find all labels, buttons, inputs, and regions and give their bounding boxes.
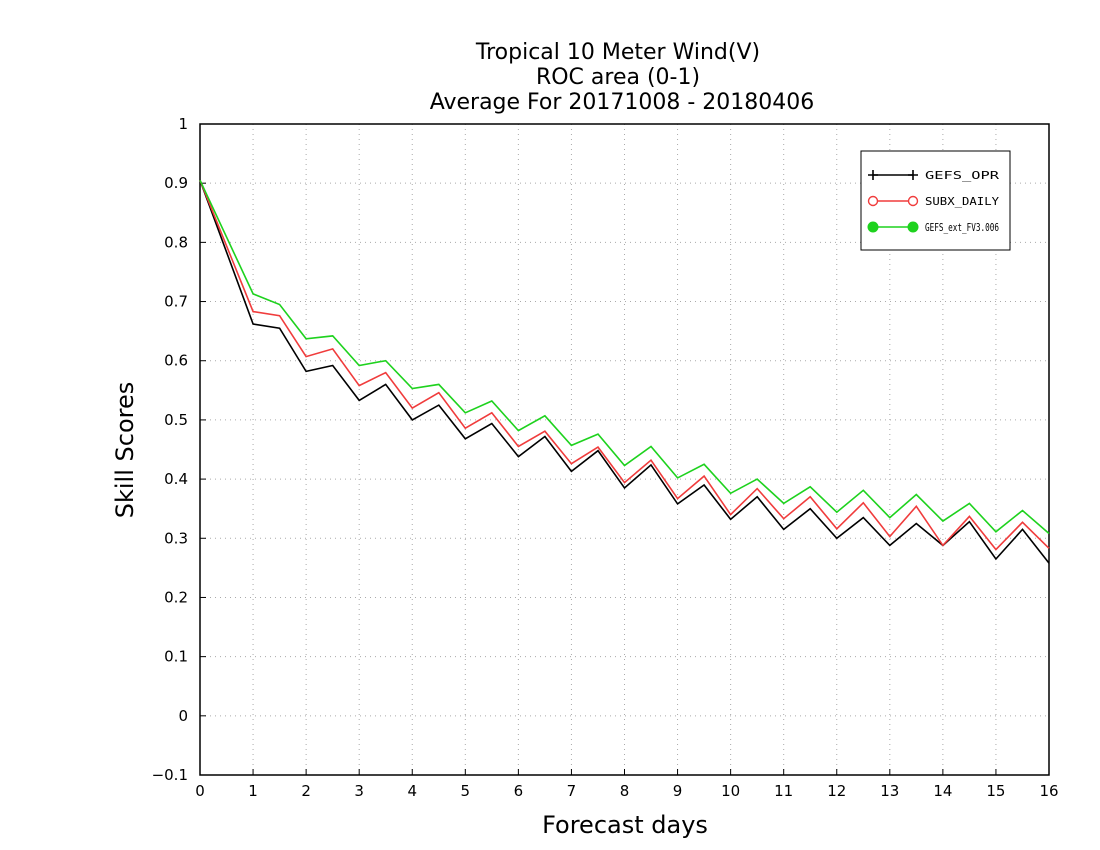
chart-title-line-1: Tropical 10 Meter Wind(V) [475,40,760,65]
x-tick-label: 9 [673,782,683,800]
x-tick-label: 13 [880,782,899,800]
legend-label-gefs-ext-fv3-006: GEFS_ext_FV3.006 [925,221,999,234]
legend: GEFS_OPR SUBX_DAILY GEFS_ext_FV3.006 [860,150,1011,251]
x-tick-label: 10 [721,782,740,800]
series-line-gefs-ext-fv3-006 [199,179,1050,535]
series-line-subx-daily [199,179,1050,551]
grid-lines [200,124,1049,775]
series-line-gefs-opr [199,179,1050,564]
y-tick-label: 0.1 [164,648,188,666]
x-tick-label: 14 [933,782,952,800]
x-tick-label: 11 [774,782,793,800]
x-tick-label: 8 [620,782,630,800]
x-tick-label: 12 [827,782,846,800]
x-tick-label: 4 [407,782,417,800]
x-tick-label: 15 [986,782,1005,800]
x-tick-label: 0 [195,782,205,800]
y-tick-label: 0.5 [164,411,188,429]
series-layer [199,179,1050,564]
chart-title-line-3: Average For 20171008 - 20180406 [430,90,815,115]
legend-marker-plus [868,170,878,180]
chart-title: Tropical 10 Meter Wind(V) ROC area (0-1)… [430,40,815,115]
x-tick-label: 2 [301,782,311,800]
x-axis-label: Forecast days [542,811,708,839]
axis-ticks: 0 1 2 3 4 5 6 7 8 9 10 11 12 13 14 15 16−0.100.10.20.30.… [152,115,1059,800]
x-tick-label: 6 [514,782,524,800]
legend-marker-open-circle [907,195,919,207]
y-tick-label: −0.1 [152,766,188,784]
x-tick-label: 1 [248,782,258,800]
legend-label-gefs-opr: GEFS_OPR [925,169,1000,182]
legend-label-subx-daily: SUBX_DAILY [925,195,999,208]
y-tick-label: 0.2 [164,588,188,606]
y-tick-label: 0.4 [164,470,188,488]
legend-marker-plus [908,170,918,180]
y-tick-label: 0.9 [164,174,188,192]
x-tick-label: 7 [567,782,577,800]
legend-marker-filled-circle [907,221,919,233]
legend-marker-filled-circle [867,221,879,233]
y-tick-label: 0.3 [164,529,188,547]
y-axis-label: Skill Scores [111,382,139,519]
y-tick-label: 0.6 [164,352,188,370]
y-tick-label: 1 [178,115,188,133]
x-tick-label: 16 [1039,782,1058,800]
x-tick-label: 5 [461,782,471,800]
y-tick-label: 0.7 [164,293,188,311]
x-tick-label: 3 [354,782,364,800]
legend-marker-open-circle [867,195,879,207]
y-tick-label: 0 [178,707,188,725]
chart-title-line-2: ROC area (0-1) [536,65,700,90]
y-tick-label: 0.8 [164,233,188,251]
